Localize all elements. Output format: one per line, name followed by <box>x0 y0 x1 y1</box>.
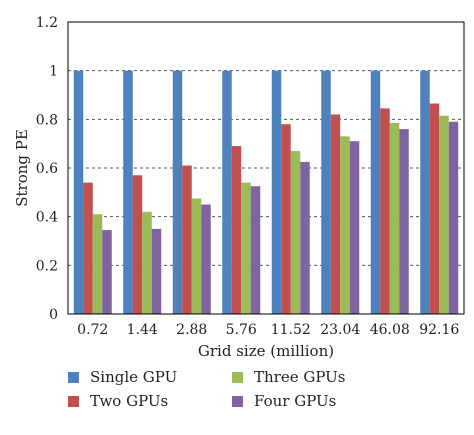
bar-single-gpu <box>271 70 282 315</box>
bar-two-gpus <box>132 175 143 314</box>
x-tick-label: 11.52 <box>271 322 311 338</box>
legend-label: Four GPUs <box>254 392 336 410</box>
bar-single-gpu <box>420 70 430 315</box>
bar-two-gpus <box>231 146 242 314</box>
y-tick-label: 0.2 <box>36 258 58 274</box>
bar-four-gpus <box>399 129 409 314</box>
bar-single-gpu <box>321 70 331 315</box>
legend: Single GPU Two GPUs Three GPUs Four GPUs <box>68 368 346 410</box>
bar-single-gpu <box>73 70 84 315</box>
legend-label: Three GPUs <box>254 368 346 386</box>
y-axis-label: Strong PE <box>13 129 31 207</box>
y-tick-label: 0.8 <box>36 112 58 128</box>
y-tick-label: 1.2 <box>36 15 58 31</box>
bar-three-gpus <box>290 150 301 314</box>
bar-two-gpus <box>429 103 440 315</box>
bar-four-gpus <box>250 186 261 314</box>
y-tick-label: 0.4 <box>36 210 58 226</box>
bar-single-gpu <box>123 70 133 315</box>
x-tick-label: 5.76 <box>226 322 257 338</box>
x-tick-labels: 0.72 1.44 2.88 5.76 11.52 23.04 46.08 92.16 <box>77 322 459 338</box>
bar-two-gpus <box>83 182 93 314</box>
bar-four-gpus <box>102 230 112 314</box>
bar-four-gpus <box>349 141 360 314</box>
bar-four-gpus <box>448 121 459 315</box>
x-tick-label: 46.08 <box>370 322 410 338</box>
bar-two-gpus <box>380 108 390 314</box>
bar-three-gpus <box>142 211 152 314</box>
bar-four-gpus <box>151 228 162 314</box>
x-tick-label: 2.88 <box>176 322 207 338</box>
x-axis-label: Grid size (million) <box>198 342 334 360</box>
plot-frame <box>67 21 465 315</box>
bar-two-gpus <box>182 165 192 314</box>
bar-three-gpus <box>439 115 449 314</box>
y-tick-label: 1 <box>49 64 58 80</box>
y-tick-labels: 0 0.2 0.4 0.6 0.8 1 1.2 <box>36 15 58 323</box>
x-tick-label: 92.16 <box>419 322 459 338</box>
legend-label: Two GPUs <box>90 392 168 410</box>
x-tick-label: 23.04 <box>320 322 360 338</box>
bar-three-gpus <box>340 136 350 314</box>
bar-two-gpus <box>281 124 291 314</box>
bar-three-gpus <box>241 182 251 314</box>
y-tick-label: 0 <box>49 307 58 323</box>
bar-three-gpus <box>389 122 400 314</box>
bars <box>73 70 459 315</box>
legend-swatch <box>68 372 79 383</box>
bar-two-gpus <box>330 114 341 314</box>
legend-label: Single GPU <box>90 368 177 386</box>
bar-three-gpus <box>191 198 202 314</box>
legend-swatch <box>232 396 243 407</box>
bar-three-gpus <box>92 214 103 314</box>
bar-single-gpu <box>222 70 232 315</box>
bar-four-gpus <box>201 204 211 314</box>
legend-swatch <box>232 372 243 383</box>
legend-swatch <box>68 396 79 407</box>
bar-single-gpu <box>370 70 381 315</box>
x-tick-label: 1.44 <box>127 322 158 338</box>
y-tick-label: 0.6 <box>36 161 58 177</box>
bar-single-gpu <box>172 70 183 315</box>
bar-four-gpus <box>300 161 310 314</box>
x-tick-label: 0.72 <box>77 322 108 338</box>
